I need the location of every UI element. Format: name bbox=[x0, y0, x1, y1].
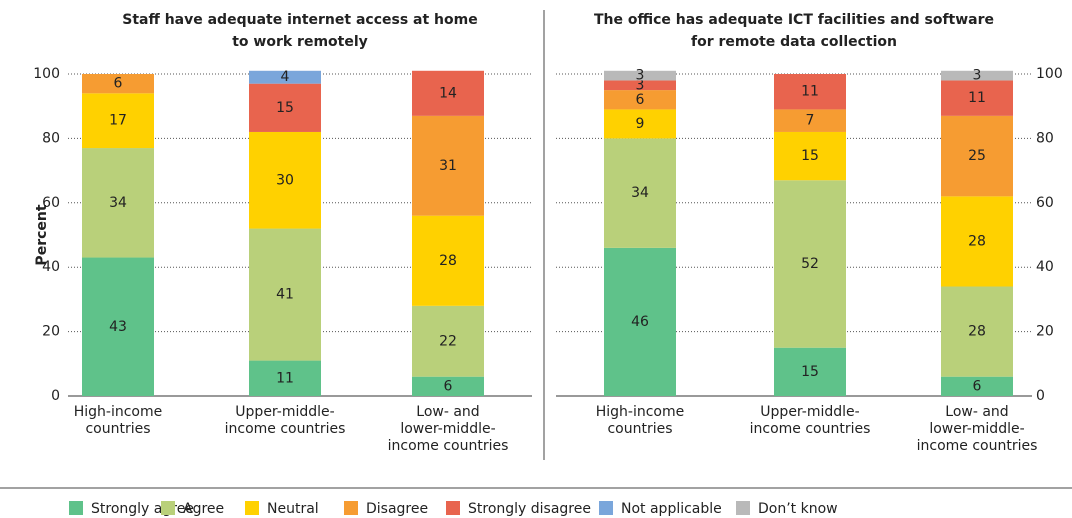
data-label: 17 bbox=[109, 113, 127, 129]
legend-swatch bbox=[599, 501, 613, 515]
bar-segment bbox=[249, 228, 321, 361]
data-label: 6 bbox=[636, 92, 645, 108]
legend-label: Neutral bbox=[267, 501, 319, 517]
data-label: 28 bbox=[439, 253, 457, 269]
bar-segment bbox=[941, 115, 1013, 197]
x-tick-label: Upper-middle-income countries bbox=[225, 404, 346, 437]
legend-swatch bbox=[161, 501, 175, 515]
x-tick-label: Upper-middle-income countries bbox=[750, 404, 871, 437]
bar-segment bbox=[412, 115, 484, 216]
bar-segment bbox=[604, 80, 676, 91]
bar-segment bbox=[412, 215, 484, 306]
x-tick-label: Low- and lower-middle-income countries bbox=[917, 404, 1038, 454]
bar-segment bbox=[412, 376, 484, 396]
data-label: 3 bbox=[636, 77, 645, 93]
y-tick-label: 80 bbox=[1036, 130, 1054, 146]
y-tick-label: 40 bbox=[1036, 259, 1054, 275]
data-label: 11 bbox=[276, 370, 294, 386]
data-label: 15 bbox=[276, 100, 294, 116]
bar-segment bbox=[774, 347, 846, 396]
bar-segment bbox=[941, 80, 1013, 116]
legend-label: Strongly agree bbox=[91, 501, 194, 517]
data-label: 6 bbox=[444, 378, 453, 394]
bar-segment bbox=[82, 74, 154, 94]
bar-segment bbox=[774, 109, 846, 132]
legend-swatch bbox=[69, 501, 83, 515]
data-label: 11 bbox=[968, 90, 986, 106]
data-label: 28 bbox=[968, 324, 986, 340]
data-label: 22 bbox=[439, 333, 457, 349]
bar-segment bbox=[604, 109, 676, 139]
bar-segment bbox=[941, 196, 1013, 287]
y-tick-label: 80 bbox=[42, 130, 60, 146]
data-label: 15 bbox=[801, 364, 819, 380]
y-tick-label: 0 bbox=[1036, 388, 1045, 404]
data-label: 3 bbox=[973, 68, 982, 84]
bar-segment bbox=[774, 74, 846, 110]
bar-segment bbox=[249, 70, 321, 84]
bar-segment bbox=[774, 180, 846, 348]
bar-segment bbox=[82, 93, 154, 149]
data-label: 9 bbox=[636, 116, 645, 132]
data-label: 28 bbox=[968, 233, 986, 249]
y-tick-label: 20 bbox=[1036, 324, 1054, 340]
legend-label: Disagree bbox=[366, 501, 428, 517]
y-tick-label: 60 bbox=[1036, 195, 1054, 211]
bar-segment bbox=[412, 70, 484, 116]
bar-segment bbox=[249, 131, 321, 229]
bar-segment bbox=[249, 83, 321, 132]
bar-segment bbox=[604, 90, 676, 110]
legend-swatch bbox=[736, 501, 750, 515]
data-label: 4 bbox=[281, 69, 290, 85]
data-label: 3 bbox=[636, 68, 645, 84]
data-label: 15 bbox=[801, 148, 819, 164]
x-tick-label: Low- and lower-middle-income countries bbox=[388, 404, 509, 454]
y-axis-label: Percent bbox=[34, 204, 50, 265]
y-tick-label: 60 bbox=[42, 195, 60, 211]
bar-segment bbox=[604, 138, 676, 248]
y-tick-label: 100 bbox=[33, 66, 60, 82]
data-label: 14 bbox=[439, 85, 457, 101]
legend-swatch bbox=[446, 501, 460, 515]
data-label: 6 bbox=[114, 76, 123, 92]
data-label: 34 bbox=[631, 185, 649, 201]
bar-segment bbox=[941, 376, 1013, 396]
x-tick-label: High-income countries bbox=[596, 404, 685, 437]
data-label: 25 bbox=[968, 148, 986, 164]
legend-swatch bbox=[344, 501, 358, 515]
y-tick-label: 20 bbox=[42, 324, 60, 340]
bar-segment bbox=[604, 70, 676, 81]
y-tick-label: 40 bbox=[42, 259, 60, 275]
data-label: 34 bbox=[109, 195, 127, 211]
x-tick-label: High-income countries bbox=[74, 404, 163, 437]
legend-label: Not applicable bbox=[621, 501, 722, 517]
data-label: 52 bbox=[801, 256, 819, 272]
bar-segment bbox=[941, 70, 1013, 81]
legend-label: Strongly disagree bbox=[468, 501, 591, 517]
bar-segment bbox=[604, 247, 676, 396]
data-label: 46 bbox=[631, 314, 649, 330]
y-tick-label: 100 bbox=[1036, 66, 1063, 82]
legend-label: Agree bbox=[183, 501, 224, 517]
bar-segment bbox=[249, 360, 321, 396]
data-label: 7 bbox=[806, 113, 815, 129]
data-label: 43 bbox=[109, 319, 127, 335]
legend-label: Don’t know bbox=[758, 501, 838, 517]
data-label: 11 bbox=[801, 84, 819, 100]
data-label: 31 bbox=[439, 158, 457, 174]
bar-segment bbox=[412, 305, 484, 377]
bar-segment bbox=[82, 148, 154, 258]
data-label: 6 bbox=[973, 378, 982, 394]
y-tick-label: 0 bbox=[51, 388, 60, 404]
bar-segment bbox=[774, 131, 846, 181]
bar-segment bbox=[82, 257, 154, 396]
data-label: 30 bbox=[276, 172, 294, 188]
chart-title: The office has adequate ICT facilities a… bbox=[594, 12, 994, 50]
chart-title: Staff have adequate internet access at h… bbox=[122, 12, 477, 50]
legend-swatch bbox=[245, 501, 259, 515]
data-label: 41 bbox=[276, 287, 294, 303]
bar-segment bbox=[941, 286, 1013, 377]
